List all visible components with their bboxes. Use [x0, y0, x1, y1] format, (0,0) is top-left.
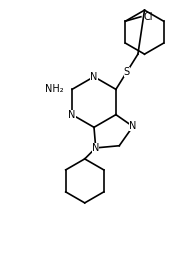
- Text: NH₂: NH₂: [45, 84, 64, 94]
- Text: N: N: [90, 72, 98, 82]
- Text: S: S: [124, 67, 130, 77]
- Text: N: N: [129, 122, 137, 131]
- Text: N: N: [68, 110, 76, 120]
- Text: N: N: [92, 143, 99, 153]
- Text: Cl: Cl: [144, 12, 153, 22]
